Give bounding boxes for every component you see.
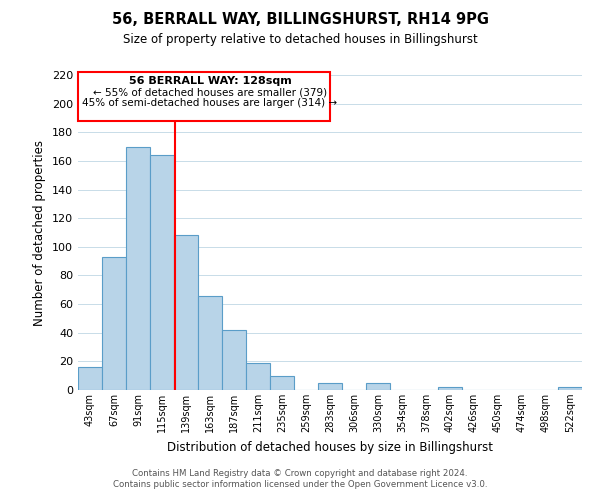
Bar [318,383,342,390]
Text: Contains public sector information licensed under the Open Government Licence v3: Contains public sector information licen… [113,480,487,489]
Bar [246,363,270,390]
Text: 56 BERRALL WAY: 128sqm: 56 BERRALL WAY: 128sqm [128,76,292,86]
Bar [222,330,246,390]
Text: 45% of semi-detached houses are larger (314) →: 45% of semi-detached houses are larger (… [82,98,338,108]
X-axis label: Distribution of detached houses by size in Billingshurst: Distribution of detached houses by size … [167,440,493,454]
Bar [78,367,102,390]
Bar [558,387,582,390]
Bar [174,236,198,390]
Text: Contains HM Land Registry data © Crown copyright and database right 2024.: Contains HM Land Registry data © Crown c… [132,468,468,477]
Text: 56, BERRALL WAY, BILLINGSHURST, RH14 9PG: 56, BERRALL WAY, BILLINGSHURST, RH14 9PG [112,12,488,28]
Y-axis label: Number of detached properties: Number of detached properties [34,140,46,326]
Text: Size of property relative to detached houses in Billingshurst: Size of property relative to detached ho… [122,32,478,46]
Bar [438,387,462,390]
Bar [126,146,150,390]
Bar [366,383,390,390]
Bar [102,257,126,390]
Bar [198,296,222,390]
Bar [150,155,174,390]
FancyBboxPatch shape [78,72,330,121]
Bar [270,376,294,390]
Text: ← 55% of detached houses are smaller (379): ← 55% of detached houses are smaller (37… [93,88,327,98]
